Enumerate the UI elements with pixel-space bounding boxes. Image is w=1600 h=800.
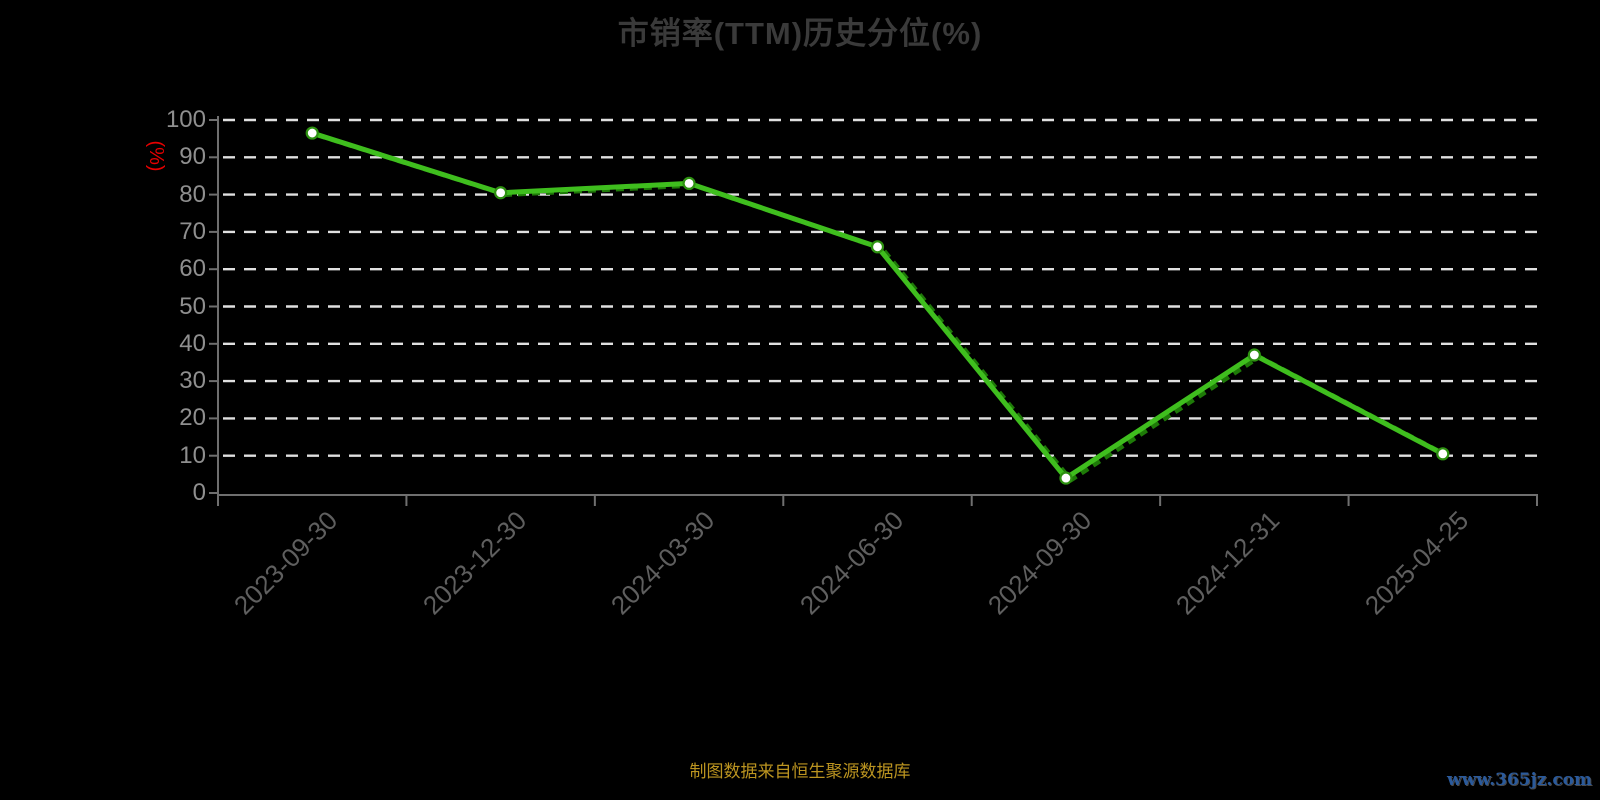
- y-axis-label: 90: [179, 143, 206, 171]
- chart-title: 市销率(TTM)历史分位(%): [617, 16, 983, 51]
- data-point-marker[interactable]: [494, 186, 508, 200]
- site-watermark: www.365jz.com: [1447, 770, 1592, 790]
- y-axis-label: 40: [179, 329, 206, 357]
- y-axis-label: 100: [165, 106, 206, 133]
- y-axis-label: 30: [179, 367, 206, 395]
- data-point-marker[interactable]: [305, 126, 319, 140]
- data-point-marker[interactable]: [1436, 447, 1450, 461]
- y-axis-label: 70: [179, 217, 206, 245]
- data-point-marker[interactable]: [682, 176, 696, 191]
- y-axis-label: 80: [179, 180, 206, 208]
- y-axis-label: 10: [179, 441, 206, 469]
- y-axis-label: 50: [179, 292, 206, 320]
- y-axis-label: 60: [179, 255, 206, 283]
- data-point-marker[interactable]: [1059, 471, 1073, 485]
- data-point-marker[interactable]: [870, 240, 885, 254]
- y-axis-label: 20: [179, 404, 206, 432]
- y-axis-label: 0: [192, 479, 206, 506]
- data-source-note: 制图数据来自恒生聚源数据库: [689, 762, 911, 781]
- data-point-marker[interactable]: [1247, 348, 1261, 362]
